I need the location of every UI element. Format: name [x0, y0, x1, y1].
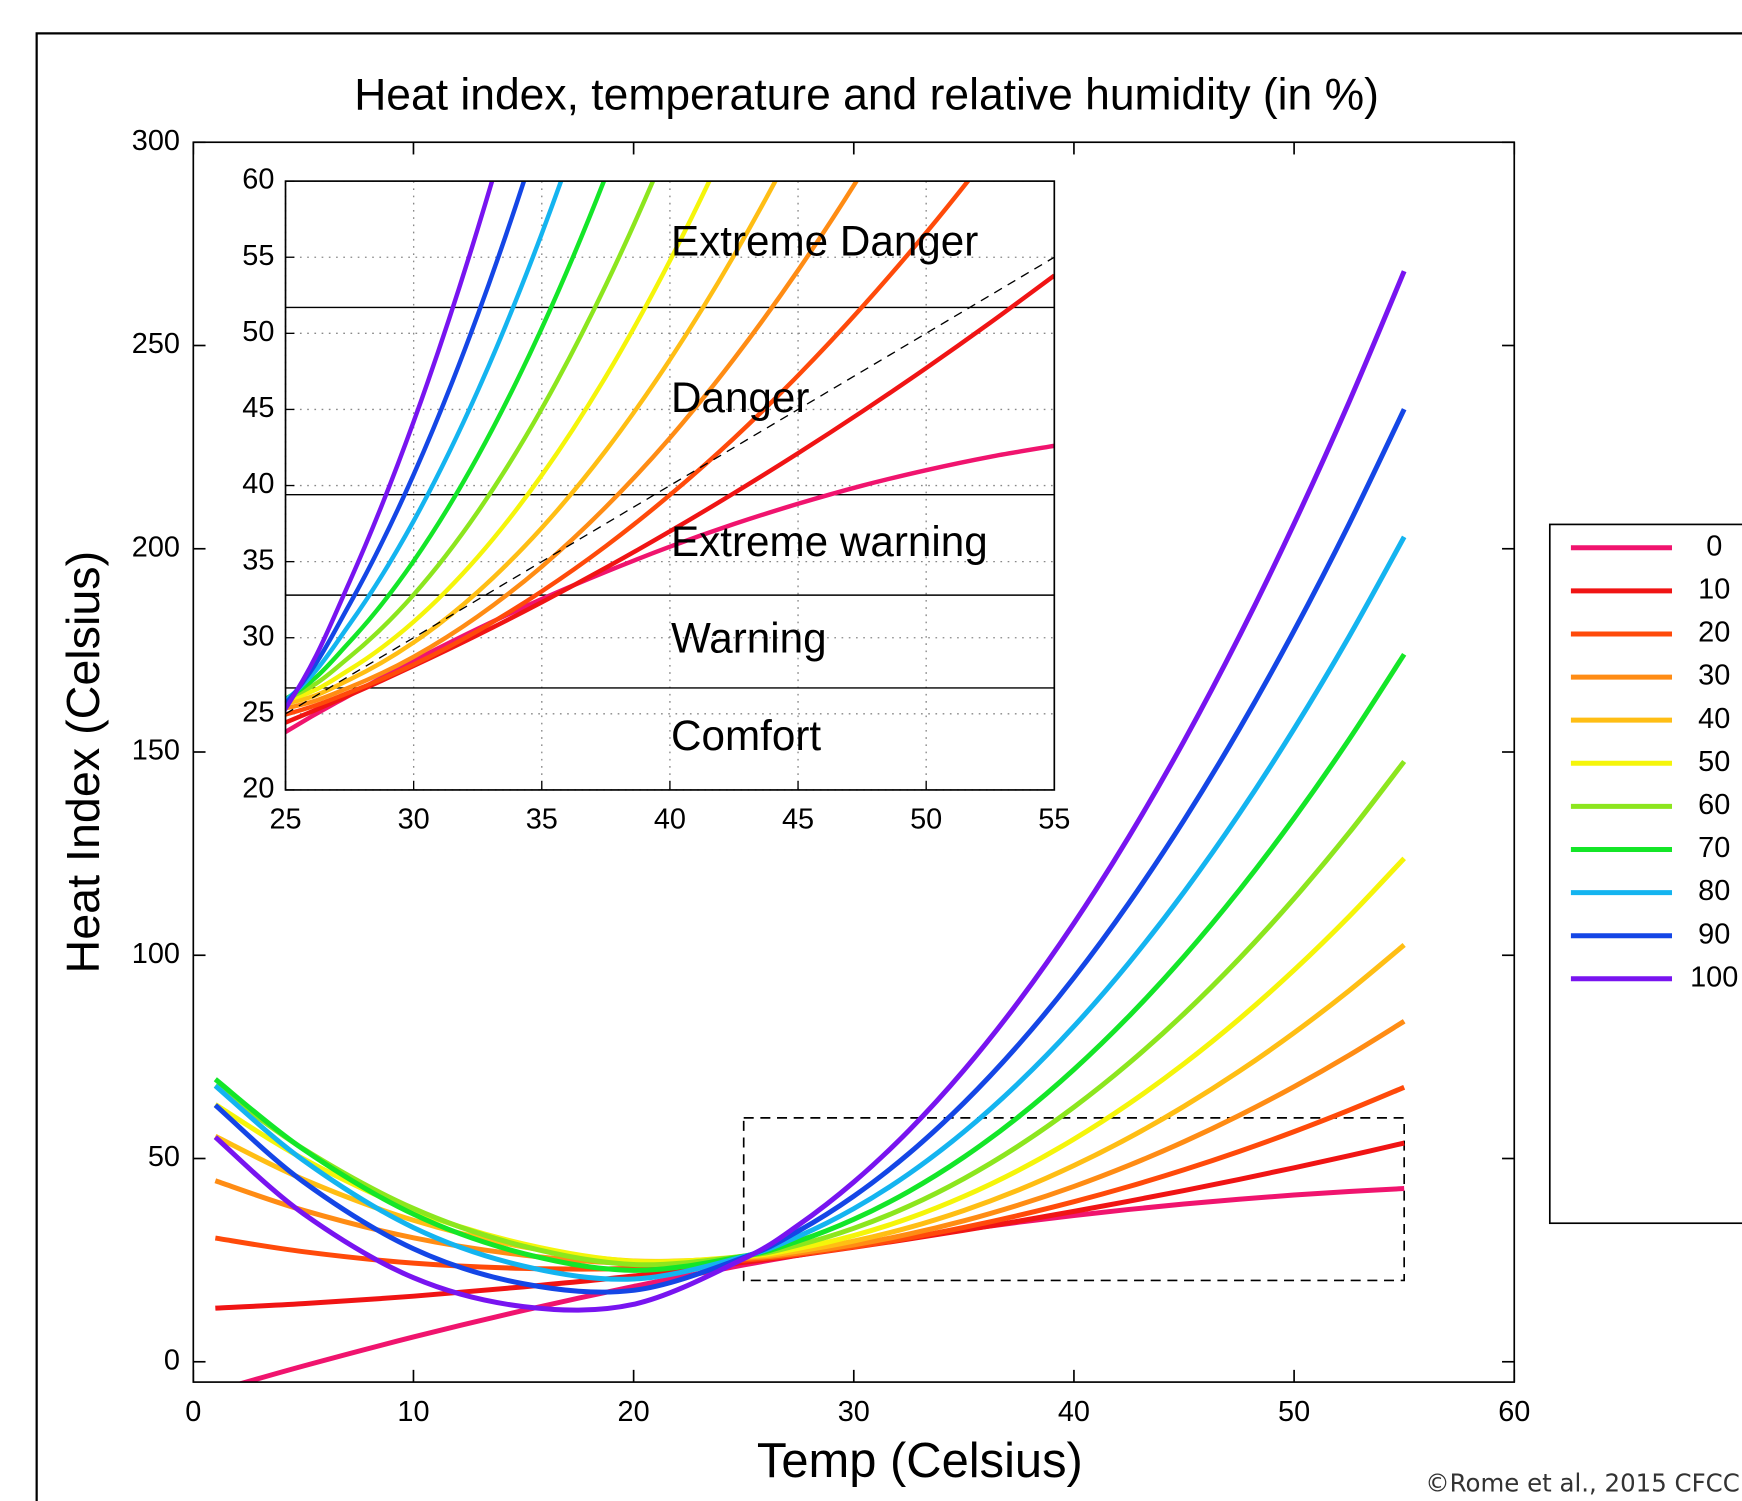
series-group [285, 181, 1055, 735]
x-tick-label: 50 [1278, 1396, 1310, 1428]
y-tick-label: 55 [242, 240, 274, 272]
x-tick-label: 30 [398, 804, 430, 836]
zone-label: Danger [671, 374, 809, 421]
inset-frame [284, 180, 1056, 791]
x-tick-label: 30 [838, 1396, 870, 1428]
series-line [285, 181, 860, 711]
credit: ©Rome et al., 2015 CFCC [1425, 1468, 1740, 1497]
x-tick-label: 10 [397, 1396, 429, 1428]
series-line [213, 759, 1407, 1268]
y-tick-label: 40 [242, 468, 274, 500]
legend-label: 80 [1698, 875, 1730, 907]
series-line [285, 181, 971, 717]
series-line [285, 443, 1055, 735]
zone-label: Extreme Danger [671, 217, 978, 264]
series-line [285, 273, 1055, 725]
series-line [213, 652, 1407, 1273]
chart-title: Heat index, temperature and relative hum… [354, 71, 1379, 120]
series-line [285, 181, 712, 703]
legend-label: 40 [1698, 703, 1730, 735]
x-tick-label: 60 [1498, 1396, 1530, 1428]
figure-frame [35, 32, 1742, 1501]
y-tick-label: 250 [132, 328, 180, 360]
x-tick-label: 20 [618, 1396, 650, 1428]
x-tick-label: 40 [1058, 1396, 1090, 1428]
x-axis-label: Temp (Celsius) [757, 1434, 1083, 1488]
zone-label: Comfort [671, 712, 821, 759]
y-tick-label: 25 [242, 696, 274, 728]
series-line [213, 270, 1407, 1313]
y-tick-label: 20 [242, 773, 274, 805]
zone-label: Extreme warning [671, 518, 988, 565]
legend-label: 90 [1698, 918, 1730, 950]
zoom-box [742, 1117, 1406, 1282]
x-tick-label: 40 [654, 804, 686, 836]
legend-label: 70 [1698, 832, 1730, 864]
y-tick-label: 0 [164, 1344, 180, 1376]
legend-label: 100 [1690, 961, 1738, 993]
x-tick-label: 35 [526, 804, 558, 836]
y-tick-label: 35 [242, 544, 274, 576]
y-tick-label: 300 [132, 125, 180, 157]
series-line [285, 181, 607, 702]
y-axis-label: Heat Index (Celsius) [57, 551, 109, 974]
legend-label: 10 [1698, 573, 1730, 605]
x-tick-label: 25 [269, 804, 301, 836]
y-tick-label: 50 [148, 1141, 180, 1173]
x-tick-label: 45 [782, 804, 814, 836]
x-tick-label: 0 [185, 1396, 201, 1428]
y-tick-label: 150 [132, 735, 180, 767]
zone-label: Warning [671, 615, 827, 662]
legend-label: 0 [1706, 530, 1722, 562]
y-tick-label: 60 [242, 164, 274, 196]
legend-label: 20 [1698, 617, 1730, 649]
series-group [213, 270, 1407, 1383]
legend-label: 60 [1698, 789, 1730, 821]
series-line [213, 535, 1407, 1282]
axes-frame [192, 141, 1516, 1383]
y-tick-label: 200 [132, 531, 180, 563]
y-tick-label: 100 [132, 938, 180, 970]
legend-box [1548, 523, 1742, 1225]
y-tick-label: 30 [242, 620, 274, 652]
series-line [213, 408, 1407, 1295]
y-tick-label: 50 [242, 316, 274, 348]
x-tick-label: 55 [1038, 804, 1070, 836]
y-tick-label: 45 [242, 392, 274, 424]
series-line [285, 181, 778, 706]
series-line [285, 181, 656, 702]
x-tick-label: 50 [910, 804, 942, 836]
legend-label: 30 [1698, 660, 1730, 692]
legend-label: 50 [1698, 746, 1730, 778]
